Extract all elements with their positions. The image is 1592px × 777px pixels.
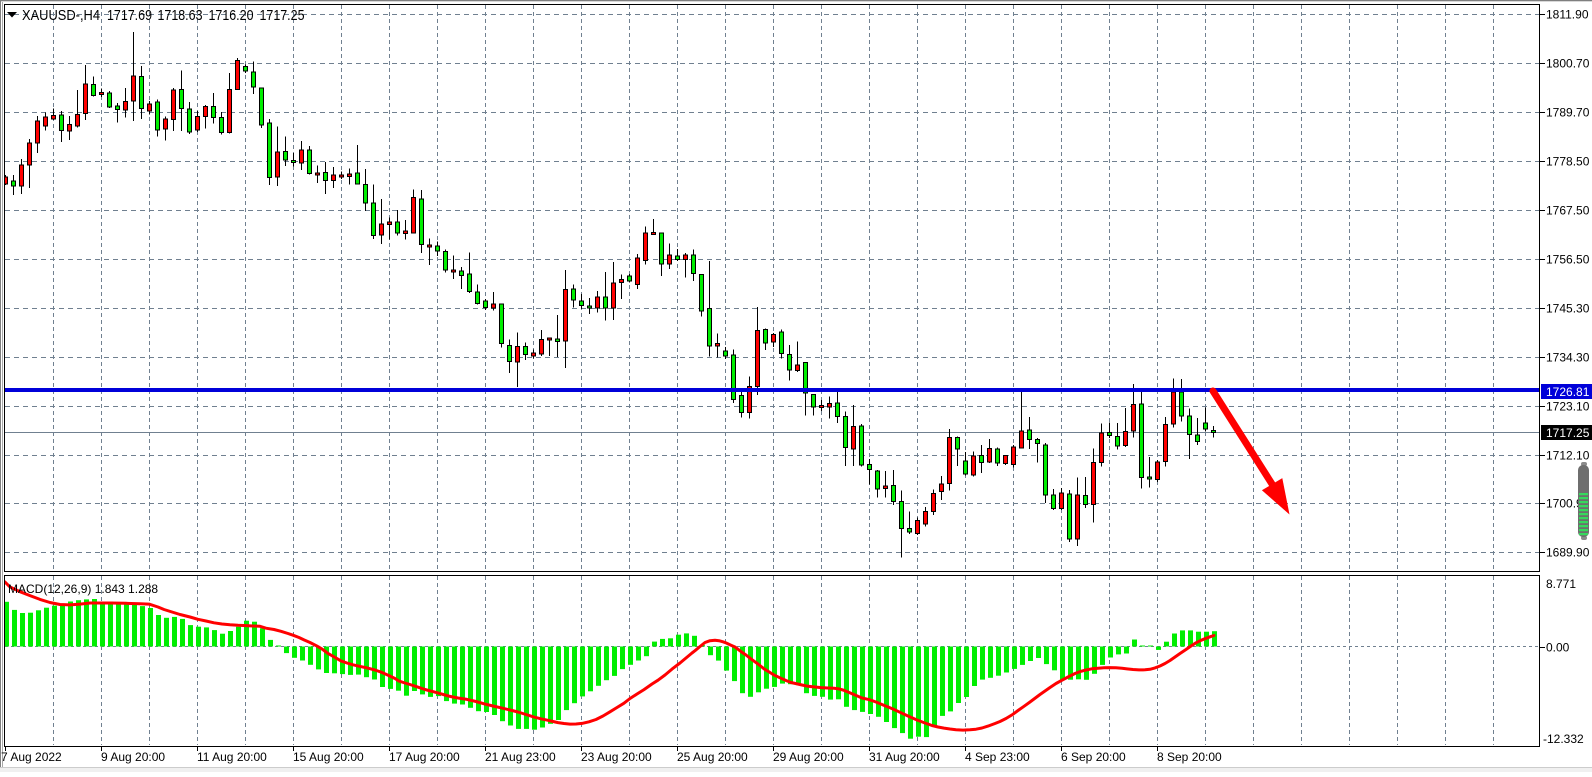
svg-text:1726.81: 1726.81 (1546, 385, 1590, 399)
svg-text:0.00: 0.00 (1546, 641, 1570, 655)
svg-text:-12.332: -12.332 (1543, 732, 1584, 746)
svg-text:15 Aug 20:00: 15 Aug 20:00 (293, 750, 364, 764)
svg-text:MACD(12,26,9) 1.843 1.288: MACD(12,26,9) 1.843 1.288 (8, 582, 158, 596)
svg-text:1717.25: 1717.25 (1546, 426, 1590, 440)
svg-text:1800.70: 1800.70 (1546, 57, 1590, 71)
svg-text:25 Aug 20:00: 25 Aug 20:00 (677, 750, 748, 764)
svg-text:11 Aug 20:00: 11 Aug 20:00 (197, 750, 267, 764)
svg-text:1718.63: 1718.63 (158, 7, 203, 24)
svg-text:1778.50: 1778.50 (1546, 155, 1590, 169)
svg-text:9 Aug 20:00: 9 Aug 20:00 (101, 750, 165, 764)
svg-text:8.771: 8.771 (1546, 577, 1576, 591)
svg-text:1767.50: 1767.50 (1546, 204, 1590, 218)
svg-text:7 Aug 2022: 7 Aug 2022 (1, 750, 62, 764)
svg-text:1811.90: 1811.90 (1546, 8, 1589, 22)
svg-text:31 Aug 20:00: 31 Aug 20:00 (869, 750, 940, 764)
svg-text:1789.70: 1789.70 (1546, 106, 1590, 120)
svg-text:6 Sep 20:00: 6 Sep 20:00 (1061, 750, 1126, 764)
svg-text:1745.30: 1745.30 (1546, 302, 1590, 316)
svg-text:1689.90: 1689.90 (1546, 546, 1590, 560)
svg-text:23 Aug 20:00: 23 Aug 20:00 (581, 750, 652, 764)
svg-text:1723.10: 1723.10 (1546, 400, 1590, 414)
svg-text:17 Aug 20:00: 17 Aug 20:00 (389, 750, 460, 764)
svg-text:21 Aug 23:00: 21 Aug 23:00 (485, 750, 556, 764)
svg-text:1717.25: 1717.25 (260, 7, 305, 24)
svg-text:1716.20: 1716.20 (209, 7, 254, 24)
svg-text:1756.50: 1756.50 (1546, 253, 1590, 267)
svg-text:1712.10: 1712.10 (1546, 449, 1590, 463)
svg-text:1717.69: 1717.69 (107, 7, 152, 24)
svg-text:XAUUSD-,H4: XAUUSD-,H4 (22, 7, 100, 24)
svg-text:4 Sep 23:00: 4 Sep 23:00 (965, 750, 1030, 764)
svg-text:1734.30: 1734.30 (1546, 351, 1590, 365)
svg-text:8 Sep 20:00: 8 Sep 20:00 (1157, 750, 1222, 764)
svg-text:29 Aug 20:00: 29 Aug 20:00 (773, 750, 844, 764)
